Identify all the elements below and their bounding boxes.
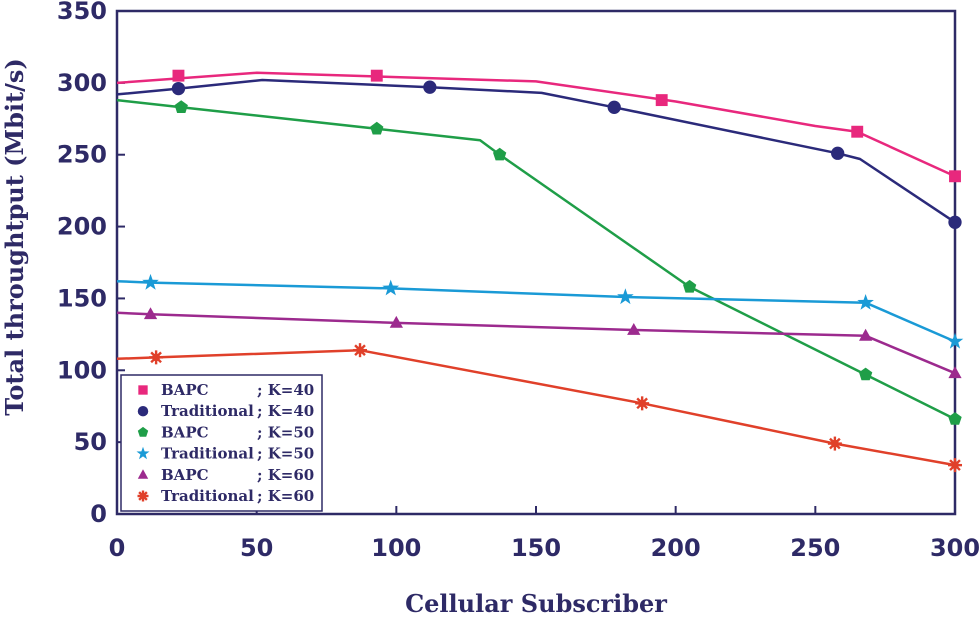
legend-k-label: ; K=40 xyxy=(257,402,314,420)
data-point xyxy=(635,396,650,411)
series-3 xyxy=(116,98,962,425)
data-point xyxy=(171,81,186,96)
data-point xyxy=(607,100,621,114)
series-2 xyxy=(116,78,962,229)
legend-label: BAPC xyxy=(161,466,209,484)
series-5 xyxy=(116,307,962,379)
x-tick-label: 200 xyxy=(651,534,701,562)
legend-k-label: ; K=50 xyxy=(257,445,314,463)
data-point xyxy=(172,69,185,82)
legend-marker xyxy=(136,446,150,460)
data-point xyxy=(949,170,961,183)
data-point xyxy=(149,350,164,365)
data-point xyxy=(627,323,641,335)
series-line xyxy=(116,71,956,178)
legend-label: BAPC xyxy=(161,381,209,399)
y-tick-label: 150 xyxy=(57,284,107,312)
series-4 xyxy=(116,273,964,349)
data-point xyxy=(831,146,845,160)
legend-item: Traditional; K=60 xyxy=(137,487,314,505)
y-tick-label: 0 xyxy=(90,500,107,528)
x-tick-label: 150 xyxy=(511,534,561,562)
legend-item: Traditional; K=50 xyxy=(136,445,314,463)
legend-label: Traditional xyxy=(161,445,254,463)
data-point xyxy=(370,69,383,82)
y-tick-label: 250 xyxy=(57,141,107,169)
asterisk-spoke xyxy=(949,459,961,471)
series-line xyxy=(116,78,956,224)
x-tick-label: 0 xyxy=(109,534,126,562)
y-tick-label: 300 xyxy=(57,69,107,97)
legend-item: BAPC ; K=40 xyxy=(138,381,314,399)
legend-label: BAPC xyxy=(161,423,209,441)
legend-item: BAPC ; K=60 xyxy=(137,466,314,484)
data-point xyxy=(143,307,158,320)
asterisk-spoke xyxy=(636,397,648,410)
data-point xyxy=(683,279,697,293)
data-point xyxy=(859,367,873,381)
y-tick-label: 350 xyxy=(57,0,107,25)
series-group xyxy=(116,69,964,473)
series-line xyxy=(116,98,956,421)
series-line xyxy=(116,311,956,375)
legend-label: Traditional xyxy=(161,487,254,505)
legend-k-label: ; K=50 xyxy=(257,423,314,441)
asterisk-spoke xyxy=(829,437,841,450)
data-point xyxy=(655,94,668,107)
tick-labels: 0 50 100 150 200 250 300 350 0 50 100 150 200 250 300 xyxy=(57,0,980,562)
data-point xyxy=(389,315,403,328)
y-tick-label: 50 xyxy=(74,428,107,456)
data-point xyxy=(370,121,384,135)
data-point xyxy=(857,294,874,310)
data-point xyxy=(827,436,842,451)
data-point xyxy=(423,80,437,94)
data-point xyxy=(948,458,962,473)
legend-box xyxy=(120,374,323,512)
data-point xyxy=(174,100,188,113)
legend-label: Traditional xyxy=(161,402,254,420)
x-axis-title: Cellular Subscriber xyxy=(405,589,667,618)
series-6 xyxy=(116,343,962,473)
series-1 xyxy=(116,69,961,183)
data-point xyxy=(948,366,962,379)
data-point xyxy=(948,215,962,229)
legend-k-label: ; K=40 xyxy=(257,381,314,399)
x-tick-label: 250 xyxy=(790,534,840,562)
legend-item: BAPC ; K=50 xyxy=(137,423,314,441)
data-point xyxy=(382,279,400,296)
asterisk-spoke xyxy=(150,351,162,364)
y-axis-title: Total throughtput (Mbit/s) xyxy=(0,58,29,415)
data-point xyxy=(493,147,507,161)
data-point xyxy=(859,328,873,341)
data-point xyxy=(353,343,368,358)
asterisk-spoke xyxy=(354,344,366,356)
data-point xyxy=(948,412,962,425)
x-tick-label: 50 xyxy=(240,534,273,562)
data-point xyxy=(851,125,864,138)
legend-k-label: ; K=60 xyxy=(257,487,314,505)
legend-item: Traditional; K=40 xyxy=(137,402,314,420)
y-tick-label: 100 xyxy=(57,356,107,384)
data-point xyxy=(142,273,159,290)
legend-marker xyxy=(138,385,148,395)
data-point xyxy=(946,332,964,349)
legend-marker xyxy=(137,469,149,479)
series-line xyxy=(116,279,956,343)
legend-marker xyxy=(137,490,149,502)
x-tick-label: 300 xyxy=(930,534,980,562)
y-tick-label: 200 xyxy=(57,213,107,241)
legend-marker xyxy=(137,405,149,417)
x-tick-label: 100 xyxy=(371,534,421,562)
legend-marker xyxy=(137,426,149,437)
legend-k-label: ; K=60 xyxy=(257,466,314,484)
asterisk-spoke xyxy=(138,491,148,501)
data-point xyxy=(617,288,634,305)
